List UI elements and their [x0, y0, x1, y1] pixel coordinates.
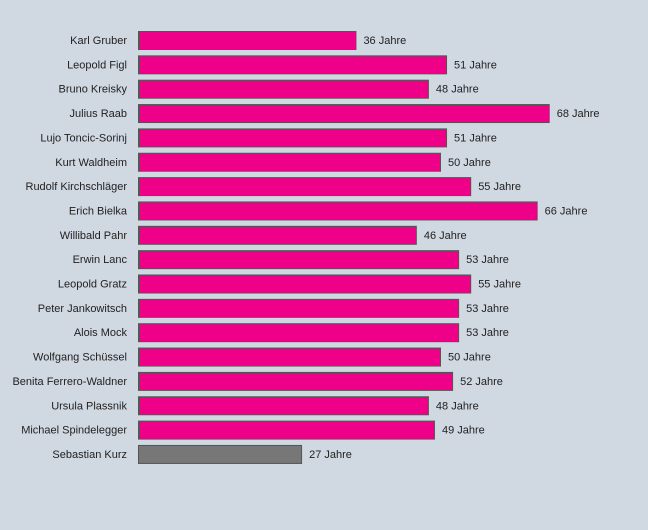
- bar-rudolf-kirchschlager: [138, 177, 472, 197]
- category-label-michael-spindelegger: Michael Spindelegger: [21, 425, 127, 437]
- category-label-benita-ferrero-waldner: Benita Ferrero-Waldner: [12, 376, 127, 388]
- bar-row-julius-raab: Julius Raab 68 Jahre: [70, 104, 600, 124]
- value-label-ursula-plassnik: 48 Jahre: [436, 400, 479, 412]
- value-label-leopold-gratz: 55 Jahre: [478, 279, 521, 291]
- bar-michael-spindelegger: [138, 420, 435, 440]
- value-label-peter-jankowitsch: 53 Jahre: [466, 303, 509, 315]
- bar-row-sebastian-kurz: Sebastian Kurz 27 Jahre: [52, 444, 352, 464]
- value-label-rudolf-kirchschlager: 55 Jahre: [478, 181, 521, 193]
- bar-peter-jankowitsch: [138, 298, 460, 318]
- category-label-alois-mock: Alois Mock: [74, 327, 128, 339]
- bar-erich-bielka: [138, 201, 538, 221]
- value-label-lujo-toncic-sorinj: 51 Jahre: [454, 132, 497, 144]
- bar-julius-raab: [138, 104, 550, 124]
- value-label-benita-ferrero-waldner: 52 Jahre: [460, 376, 503, 388]
- bar-row-leopold-figl: Leopold Figl 51 Jahre: [67, 55, 497, 75]
- value-label-leopold-figl: 51 Jahre: [454, 59, 497, 71]
- category-label-ursula-plassnik: Ursula Plassnik: [51, 400, 127, 412]
- category-label-sebastian-kurz: Sebastian Kurz: [52, 449, 127, 461]
- bar-row-leopold-gratz: Leopold Gratz 55 Jahre: [58, 274, 521, 294]
- bar-wolfgang-schussel: [138, 347, 441, 367]
- bar-sebastian-kurz: [138, 444, 303, 464]
- bar-lujo-toncic-sorinj: [138, 128, 448, 148]
- value-label-erich-bielka: 66 Jahre: [545, 205, 588, 217]
- bar-bruno-kreisky: [138, 79, 429, 99]
- bar-row-bruno-kreisky: Bruno Kreisky 48 Jahre: [59, 79, 479, 99]
- bar-row-ursula-plassnik: Ursula Plassnik 48 Jahre: [51, 396, 479, 416]
- category-label-bruno-kreisky: Bruno Kreisky: [59, 84, 128, 96]
- category-label-kurt-waldheim: Kurt Waldheim: [55, 157, 127, 169]
- value-label-willibald-pahr: 46 Jahre: [424, 230, 467, 242]
- value-label-wolfgang-schussel: 50 Jahre: [448, 352, 491, 364]
- bar-row-alois-mock: Alois Mock 53 Jahre: [74, 323, 509, 343]
- bar-row-lujo-toncic-sorinj: Lujo Toncic-Sorinj 51 Jahre: [40, 128, 497, 148]
- bar-row-willibald-pahr: Willibald Pahr 46 Jahre: [60, 225, 467, 245]
- value-label-sebastian-kurz: 27 Jahre: [309, 449, 352, 461]
- bar-leopold-gratz: [138, 274, 472, 294]
- category-label-peter-jankowitsch: Peter Jankowitsch: [38, 303, 127, 315]
- bar-erwin-lanc: [138, 250, 460, 270]
- bar-row-peter-jankowitsch: Peter Jankowitsch 53 Jahre: [38, 298, 509, 318]
- bar-willibald-pahr: [138, 225, 417, 245]
- bar-alois-mock: [138, 323, 460, 343]
- category-label-erich-bielka: Erich Bielka: [69, 205, 128, 217]
- bar-row-kurt-waldheim: Kurt Waldheim 50 Jahre: [55, 152, 491, 172]
- category-label-leopold-gratz: Leopold Gratz: [58, 279, 127, 291]
- value-label-kurt-waldheim: 50 Jahre: [448, 157, 491, 169]
- bar-row-karl-gruber: Karl Gruber 36 Jahre: [70, 31, 406, 50]
- bar-row-erwin-lanc: Erwin Lanc 53 Jahre: [73, 250, 509, 270]
- bar-leopold-figl: [138, 55, 448, 75]
- category-label-willibald-pahr: Willibald Pahr: [60, 230, 128, 242]
- bar-row-michael-spindelegger: Michael Spindelegger 49 Jahre: [21, 420, 485, 440]
- bar-row-rudolf-kirchschlager: Rudolf Kirchschläger 55 Jahre: [26, 177, 521, 197]
- bar-karl-gruber: [138, 31, 357, 50]
- category-label-lujo-toncic-sorinj: Lujo Toncic-Sorinj: [40, 132, 127, 144]
- category-label-karl-gruber: Karl Gruber: [70, 35, 127, 47]
- value-label-alois-mock: 53 Jahre: [466, 327, 509, 339]
- category-label-julius-raab: Julius Raab: [70, 108, 127, 120]
- category-label-leopold-figl: Leopold Figl: [67, 59, 127, 71]
- value-label-bruno-kreisky: 48 Jahre: [436, 84, 479, 96]
- bar-kurt-waldheim: [138, 152, 441, 172]
- category-label-erwin-lanc: Erwin Lanc: [73, 254, 128, 266]
- bar-benita-ferrero-waldner: [138, 371, 454, 391]
- bar-row-wolfgang-schussel: Wolfgang Schüssel 50 Jahre: [33, 347, 491, 367]
- bar-row-erich-bielka: Erich Bielka 66 Jahre: [69, 201, 588, 221]
- category-label-wolfgang-schussel: Wolfgang Schüssel: [33, 352, 127, 364]
- value-label-julius-raab: 68 Jahre: [557, 108, 600, 120]
- value-label-michael-spindelegger: 49 Jahre: [442, 425, 485, 437]
- value-label-karl-gruber: 36 Jahre: [363, 35, 406, 47]
- category-label-rudolf-kirchschlager: Rudolf Kirchschläger: [26, 181, 128, 193]
- bar-row-benita-ferrero-waldner: Benita Ferrero-Waldner 52 Jahre: [12, 371, 503, 391]
- value-label-erwin-lanc: 53 Jahre: [466, 254, 509, 266]
- bar-ursula-plassnik: [138, 396, 429, 416]
